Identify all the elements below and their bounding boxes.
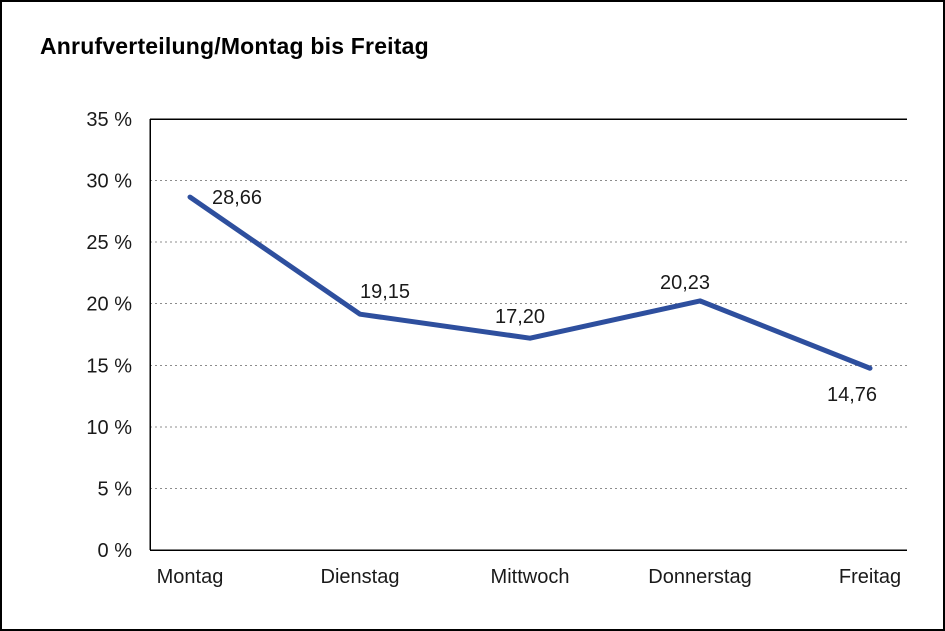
- y-tick-label: 0 %: [98, 540, 133, 562]
- x-category-label: Montag: [157, 566, 224, 588]
- data-line: [187, 194, 873, 371]
- y-tick-label: 20 %: [86, 294, 132, 316]
- x-category-label: Donnerstag: [648, 566, 751, 588]
- chart-title: Anrufverteilung/Montag bis Freitag: [40, 33, 429, 59]
- y-tick-label: 30 %: [86, 171, 132, 193]
- value-label: 19,15: [360, 281, 410, 303]
- value-label: 14,76: [827, 384, 877, 406]
- value-label: 28,66: [212, 187, 262, 209]
- y-tick-label: 35 %: [86, 109, 132, 131]
- y-tick-label: 5 %: [98, 478, 133, 500]
- y-tick-label: 10 %: [86, 417, 132, 439]
- x-category-label: Mittwoch: [491, 566, 570, 588]
- x-category-label: Freitag: [839, 566, 901, 588]
- y-tick-label: 25 %: [86, 232, 132, 254]
- y-tick-label: 15 %: [86, 355, 132, 377]
- x-category-label: Dienstag: [321, 566, 400, 588]
- value-label: 17,20: [495, 306, 545, 328]
- value-label: 20,23: [660, 272, 710, 294]
